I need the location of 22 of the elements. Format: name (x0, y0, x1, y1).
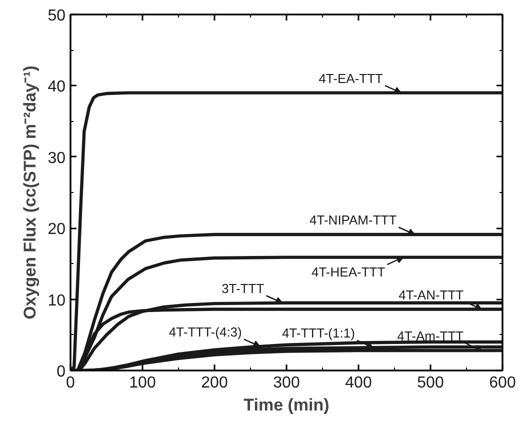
x-tick-label: 200 (201, 374, 228, 392)
annotation: 4T-HEA-TTT (311, 264, 386, 280)
y-tick-label: 40 (48, 78, 66, 96)
annotation: 4T-AN-TTT (398, 287, 464, 302)
annotation: 4T-Am-TTT (397, 328, 464, 344)
x-tick-label: 400 (345, 374, 372, 392)
y-tick-label: 50 (48, 8, 66, 24)
annotation: 4T-EA-TTT (318, 70, 384, 86)
x-tick-label: 600 (489, 374, 516, 392)
y-tick-label: 10 (48, 292, 66, 310)
x-tick-label: 100 (129, 374, 156, 392)
y-tick-label: 30 (48, 150, 66, 167)
x-axis-title: Time (min) (244, 396, 330, 414)
y-tick-label: 0 (56, 364, 66, 380)
y-axis-title: Oxygen Flux (cc(STP) m⁻²day⁻¹) (20, 66, 40, 320)
annotation: 4T-NIPAM-TTT (310, 212, 397, 228)
x-tick-label: 300 (273, 374, 300, 392)
annotation: 3T-TTT (222, 280, 264, 296)
x-tick-label: 500 (417, 374, 444, 392)
annotation: 4T-TTT-(4:3) (168, 324, 242, 340)
annotation: 4T-TTT-(1:1) (282, 326, 355, 341)
y-tick-label: 20 (48, 221, 66, 238)
